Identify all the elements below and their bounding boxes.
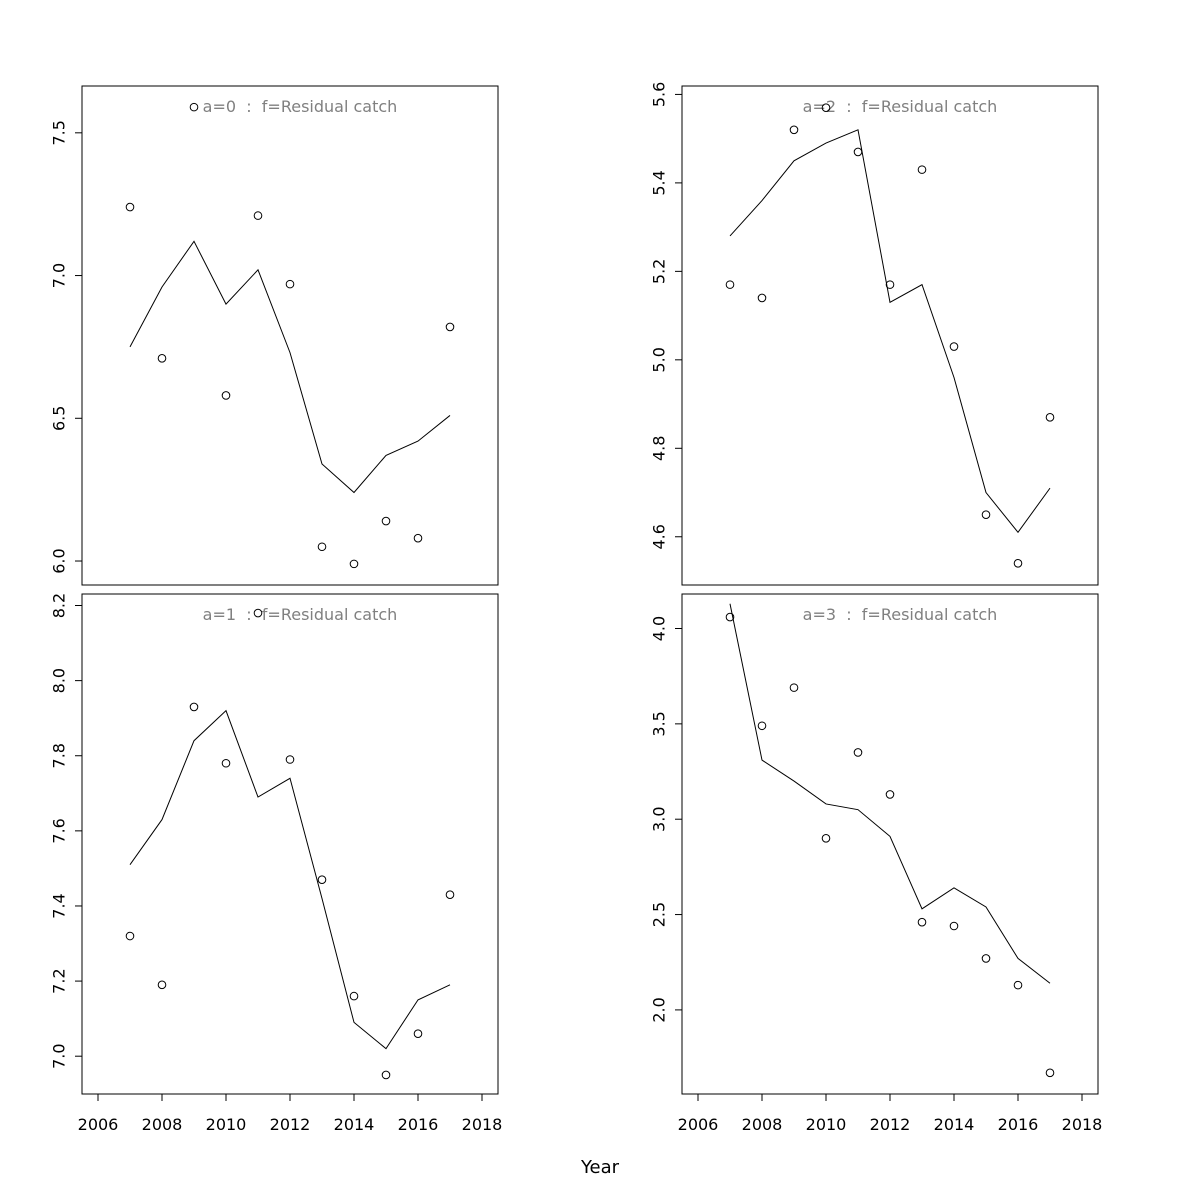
observed-point bbox=[157, 354, 167, 363]
x-tick-label: 2010 bbox=[806, 1115, 847, 1134]
observed-point bbox=[981, 954, 991, 963]
y-tick-label: 7.4 bbox=[50, 893, 69, 918]
observed-point bbox=[1045, 413, 1055, 422]
panel-a2: a=2 : f=Residual catch 4.6 4.8 5.0 5.2 5.4 5.… bbox=[650, 82, 1099, 586]
observed-point bbox=[349, 559, 359, 569]
x-tick-label: 2008 bbox=[742, 1115, 783, 1134]
observed-point bbox=[725, 280, 735, 289]
x-tick-label: 2008 bbox=[142, 1115, 183, 1134]
observed-point bbox=[885, 280, 895, 289]
observed-point bbox=[853, 748, 863, 757]
observed-point bbox=[821, 833, 831, 843]
observed-point bbox=[189, 702, 199, 712]
x-tick-label: 2010 bbox=[206, 1115, 247, 1134]
observed-point bbox=[221, 391, 231, 400]
observed-point bbox=[445, 890, 455, 900]
x-axis-label: Year bbox=[580, 1157, 620, 1178]
y-tick-label: 2.5 bbox=[650, 902, 669, 927]
plot-frame bbox=[81, 85, 499, 586]
observed-point bbox=[125, 202, 135, 212]
y-tick-label: 5.6 bbox=[650, 82, 669, 107]
observed-point bbox=[725, 612, 735, 622]
y-tick-label: 7.6 bbox=[50, 818, 69, 843]
observed-point bbox=[189, 102, 199, 112]
observed-point bbox=[413, 533, 423, 543]
y-tick-label: 5.4 bbox=[650, 170, 669, 195]
y-tick-label: 4.8 bbox=[650, 436, 669, 461]
plot-frame bbox=[681, 85, 1099, 586]
y-tick-label: 5.2 bbox=[650, 259, 669, 284]
y-tick-label: 8.0 bbox=[50, 668, 69, 693]
panel-title: a=2 : f=Residual catch bbox=[803, 97, 998, 116]
x-tick-label: 2006 bbox=[678, 1115, 719, 1134]
y-tick-label: 6.5 bbox=[50, 406, 69, 431]
panel-a0: a=0 : f=Residual catch 6.0 6.5 7.0 7.5 bbox=[50, 85, 499, 586]
observed-point bbox=[981, 510, 991, 519]
observed-point bbox=[853, 147, 863, 157]
observed-point bbox=[757, 721, 767, 731]
x-tick-label: 2012 bbox=[870, 1115, 911, 1134]
y-tick-label: 7.0 bbox=[50, 1043, 69, 1068]
y-tick-label: 7.5 bbox=[50, 120, 69, 145]
x-tick-label: 2016 bbox=[398, 1115, 439, 1134]
y-tick-label: 4.0 bbox=[650, 616, 669, 641]
fitted-line bbox=[129, 240, 451, 494]
observed-point bbox=[757, 293, 767, 303]
y-tick-label: 3.5 bbox=[650, 711, 669, 736]
y-tick-label: 7.8 bbox=[50, 743, 69, 768]
y-tick-label: 4.6 bbox=[650, 524, 669, 549]
fitted-line bbox=[729, 603, 1051, 984]
observed-point bbox=[221, 758, 231, 768]
fitted-line bbox=[729, 129, 1051, 534]
observed-point bbox=[285, 279, 295, 289]
observed-point bbox=[789, 125, 799, 135]
observed-point bbox=[317, 542, 327, 552]
observed-point bbox=[1045, 1068, 1055, 1078]
y-tick-label: 7.0 bbox=[50, 263, 69, 288]
observed-point bbox=[381, 516, 391, 526]
y-tick-label: 5.0 bbox=[650, 347, 669, 372]
observed-point bbox=[821, 103, 831, 112]
y-tick-label: 8.2 bbox=[50, 593, 69, 618]
observed-point bbox=[885, 790, 895, 799]
observed-point bbox=[917, 917, 927, 927]
observed-point bbox=[917, 165, 927, 174]
observed-point bbox=[253, 211, 263, 220]
observed-point bbox=[949, 342, 959, 351]
observed-point bbox=[381, 1070, 391, 1080]
y-tick-label: 2.0 bbox=[650, 997, 669, 1022]
x-tick-label: 2018 bbox=[462, 1115, 503, 1134]
observed-point bbox=[1013, 980, 1023, 990]
x-tick-label: 2014 bbox=[934, 1115, 975, 1134]
observed-point bbox=[413, 1029, 423, 1038]
observed-point bbox=[789, 683, 799, 692]
observed-point bbox=[125, 931, 135, 941]
x-tick-label: 2012 bbox=[270, 1115, 311, 1134]
fitted-line bbox=[129, 709, 451, 1050]
observed-point bbox=[253, 608, 263, 618]
observed-point bbox=[157, 980, 167, 990]
observed-point bbox=[349, 991, 359, 1001]
x-tick-label: 2016 bbox=[998, 1115, 1039, 1134]
observed-point bbox=[285, 755, 295, 764]
observed-point bbox=[1013, 559, 1023, 568]
x-tick-label: 2006 bbox=[78, 1115, 119, 1134]
panel-title: a=1 : f=Residual catch bbox=[203, 605, 398, 624]
y-tick-label: 6.0 bbox=[50, 548, 69, 573]
panel-title: a=3 : f=Residual catch bbox=[803, 605, 998, 624]
observed-point bbox=[949, 921, 959, 931]
x-tick-label: 2014 bbox=[334, 1115, 375, 1134]
plot-frame bbox=[681, 593, 1099, 1095]
panel-a3: a=3 : f=Residual catch 2.0 2.5 3.0 3.5 4.0 20… bbox=[650, 593, 1103, 1134]
y-tick-label: 7.2 bbox=[50, 968, 69, 993]
y-tick-label: 3.0 bbox=[650, 806, 669, 831]
x-tick-label: 2018 bbox=[1062, 1115, 1103, 1134]
panel-title: a=0 : f=Residual catch bbox=[203, 97, 398, 116]
observed-point bbox=[317, 875, 327, 884]
panel-a1: a=1 : f=Residual catch 7.0 7.2 7.4 7.6 7.8 8.… bbox=[50, 593, 503, 1134]
observed-point bbox=[445, 322, 455, 332]
